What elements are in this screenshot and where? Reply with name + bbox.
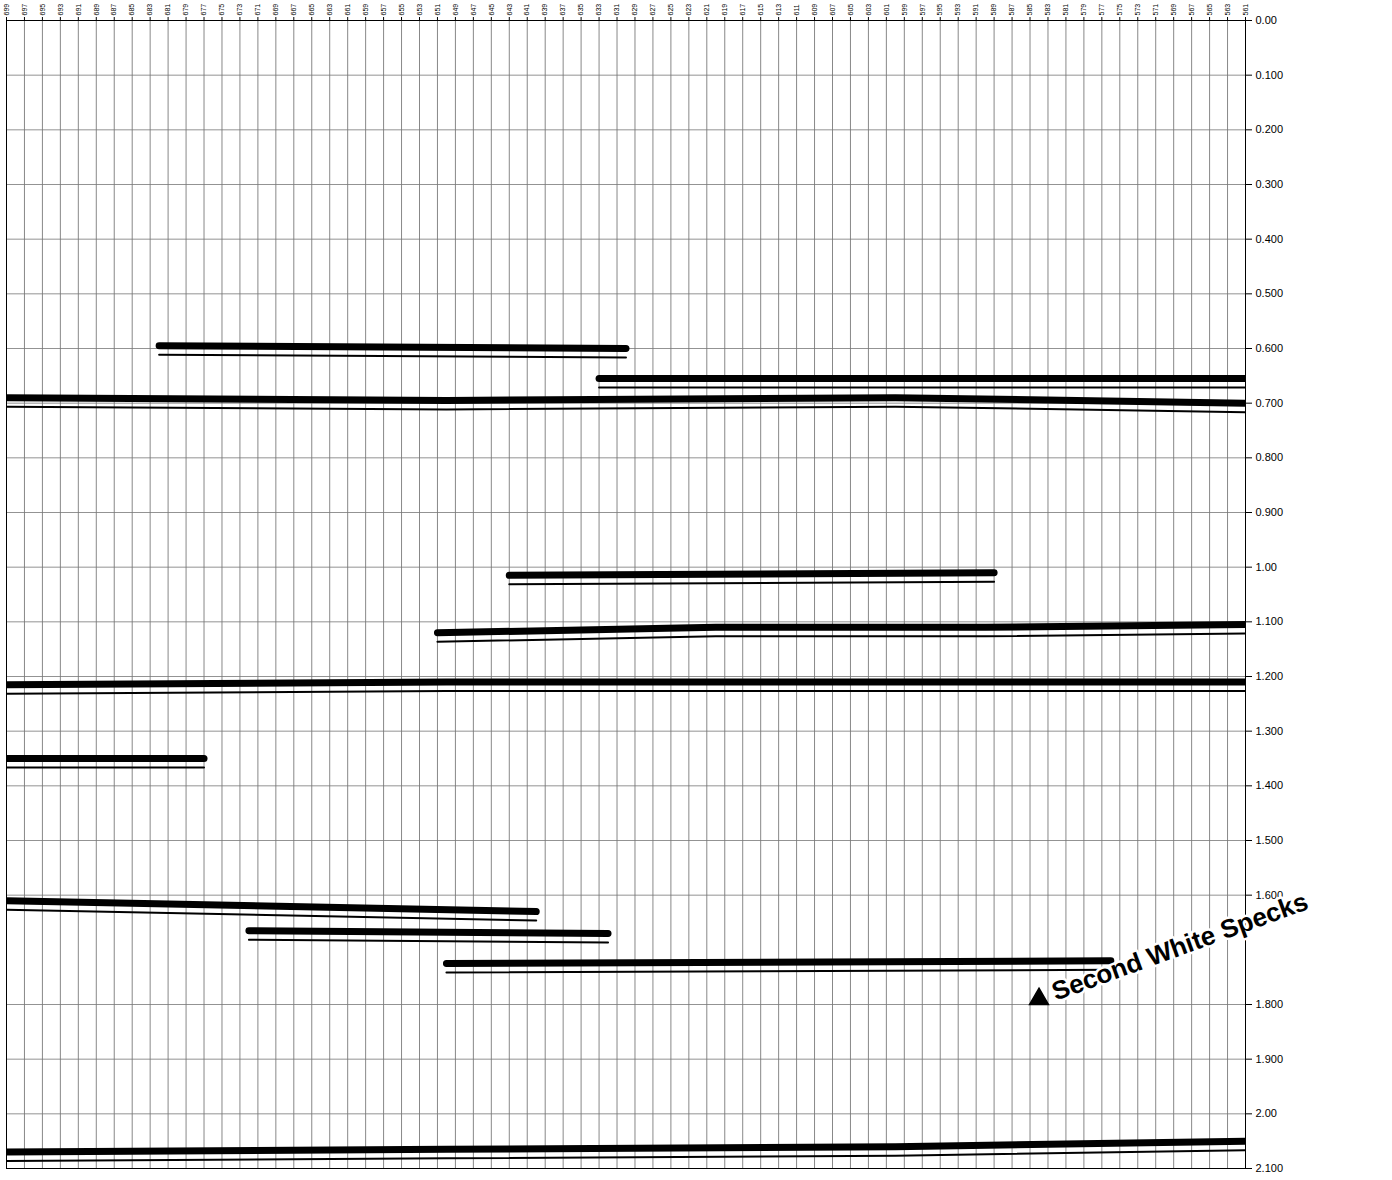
- svg-text:665: 665: [308, 4, 315, 16]
- svg-text:1.300: 1.300: [1256, 725, 1284, 737]
- svg-text:631: 631: [613, 4, 620, 16]
- svg-text:583: 583: [1044, 4, 1051, 16]
- svg-text:0.600: 0.600: [1256, 342, 1284, 354]
- svg-text:651: 651: [434, 4, 441, 16]
- svg-text:673: 673: [236, 4, 243, 16]
- svg-text:633: 633: [595, 4, 602, 16]
- svg-text:675: 675: [218, 4, 225, 16]
- svg-text:685: 685: [128, 4, 135, 16]
- svg-text:667: 667: [290, 4, 297, 16]
- svg-text:1.900: 1.900: [1256, 1053, 1284, 1065]
- svg-text:677: 677: [200, 4, 207, 16]
- svg-text:1.800: 1.800: [1256, 998, 1284, 1010]
- svg-text:671: 671: [254, 4, 261, 16]
- svg-text:663: 663: [326, 4, 333, 16]
- svg-text:0.800: 0.800: [1256, 451, 1284, 463]
- svg-text:647: 647: [470, 4, 477, 16]
- svg-text:0.200: 0.200: [1256, 123, 1284, 135]
- svg-text:655: 655: [398, 4, 405, 16]
- svg-text:621: 621: [703, 4, 710, 16]
- svg-text:611: 611: [793, 4, 800, 15]
- svg-text:695: 695: [39, 4, 46, 16]
- svg-text:2.100: 2.100: [1256, 1162, 1284, 1174]
- svg-text:581: 581: [1062, 4, 1069, 16]
- svg-text:615: 615: [757, 4, 764, 16]
- svg-text:0.300: 0.300: [1256, 178, 1284, 190]
- svg-text:2.00: 2.00: [1256, 1107, 1277, 1119]
- svg-text:1.600: 1.600: [1255, 888, 1283, 901]
- svg-text:1.200: 1.200: [1256, 670, 1284, 682]
- svg-text:1.400: 1.400: [1256, 779, 1284, 791]
- svg-text:619: 619: [721, 4, 728, 16]
- svg-text:585: 585: [1026, 4, 1033, 16]
- svg-text:1.00: 1.00: [1256, 561, 1277, 573]
- svg-text:605: 605: [847, 4, 854, 16]
- svg-text:691: 691: [75, 4, 82, 16]
- svg-text:561: 561: [1242, 4, 1249, 16]
- svg-text:669: 669: [272, 4, 279, 16]
- svg-text:599: 599: [901, 4, 908, 16]
- svg-text:689: 689: [93, 4, 100, 16]
- svg-text:613: 613: [775, 4, 782, 16]
- svg-text:577: 577: [1098, 4, 1105, 16]
- svg-text:591: 591: [972, 4, 979, 16]
- svg-text:567: 567: [1188, 4, 1195, 16]
- svg-text:0.500: 0.500: [1256, 287, 1284, 299]
- svg-text:1.100: 1.100: [1256, 615, 1284, 627]
- svg-text:0.400: 0.400: [1256, 233, 1284, 245]
- svg-text:579: 579: [1080, 4, 1087, 16]
- svg-text:639: 639: [541, 4, 548, 16]
- svg-text:603: 603: [865, 4, 872, 16]
- svg-text:617: 617: [739, 4, 746, 16]
- svg-text:681: 681: [164, 4, 171, 16]
- svg-text:657: 657: [380, 4, 387, 16]
- svg-text:699: 699: [3, 4, 10, 16]
- svg-text:661: 661: [344, 4, 351, 16]
- svg-text:563: 563: [1224, 4, 1231, 16]
- svg-text:571: 571: [1152, 4, 1159, 16]
- svg-text:565: 565: [1206, 4, 1213, 16]
- svg-text:609: 609: [811, 4, 818, 16]
- svg-text:693: 693: [57, 4, 64, 16]
- svg-text:0.700: 0.700: [1256, 397, 1284, 409]
- svg-text:637: 637: [559, 4, 566, 16]
- svg-text:627: 627: [649, 4, 656, 16]
- svg-text:679: 679: [182, 4, 189, 16]
- svg-text:569: 569: [1170, 4, 1177, 16]
- svg-text:683: 683: [146, 4, 153, 16]
- svg-text:0.100: 0.100: [1256, 69, 1284, 81]
- svg-text:573: 573: [1134, 4, 1141, 16]
- svg-text:697: 697: [21, 4, 28, 16]
- svg-text:623: 623: [685, 4, 692, 16]
- svg-text:653: 653: [416, 4, 423, 16]
- svg-text:607: 607: [829, 4, 836, 16]
- svg-text:601: 601: [883, 4, 890, 16]
- svg-text:649: 649: [452, 4, 459, 16]
- svg-text:0.00: 0.00: [1256, 14, 1277, 26]
- svg-text:629: 629: [631, 4, 638, 16]
- svg-text:635: 635: [577, 4, 584, 16]
- svg-text:659: 659: [362, 4, 369, 16]
- svg-text:687: 687: [110, 4, 117, 16]
- svg-text:645: 645: [488, 4, 495, 16]
- svg-text:641: 641: [523, 4, 530, 16]
- svg-text:625: 625: [667, 4, 674, 16]
- svg-text:1.500: 1.500: [1256, 834, 1284, 846]
- svg-text:595: 595: [936, 4, 943, 16]
- svg-text:597: 597: [919, 4, 926, 16]
- svg-text:643: 643: [506, 4, 513, 16]
- svg-text:575: 575: [1116, 4, 1123, 16]
- svg-text:0.900: 0.900: [1256, 506, 1284, 518]
- svg-text:Second White Specks: Second White Specks: [1048, 886, 1312, 1007]
- svg-text:593: 593: [954, 4, 961, 16]
- svg-text:587: 587: [1008, 4, 1015, 16]
- svg-text:589: 589: [990, 4, 997, 16]
